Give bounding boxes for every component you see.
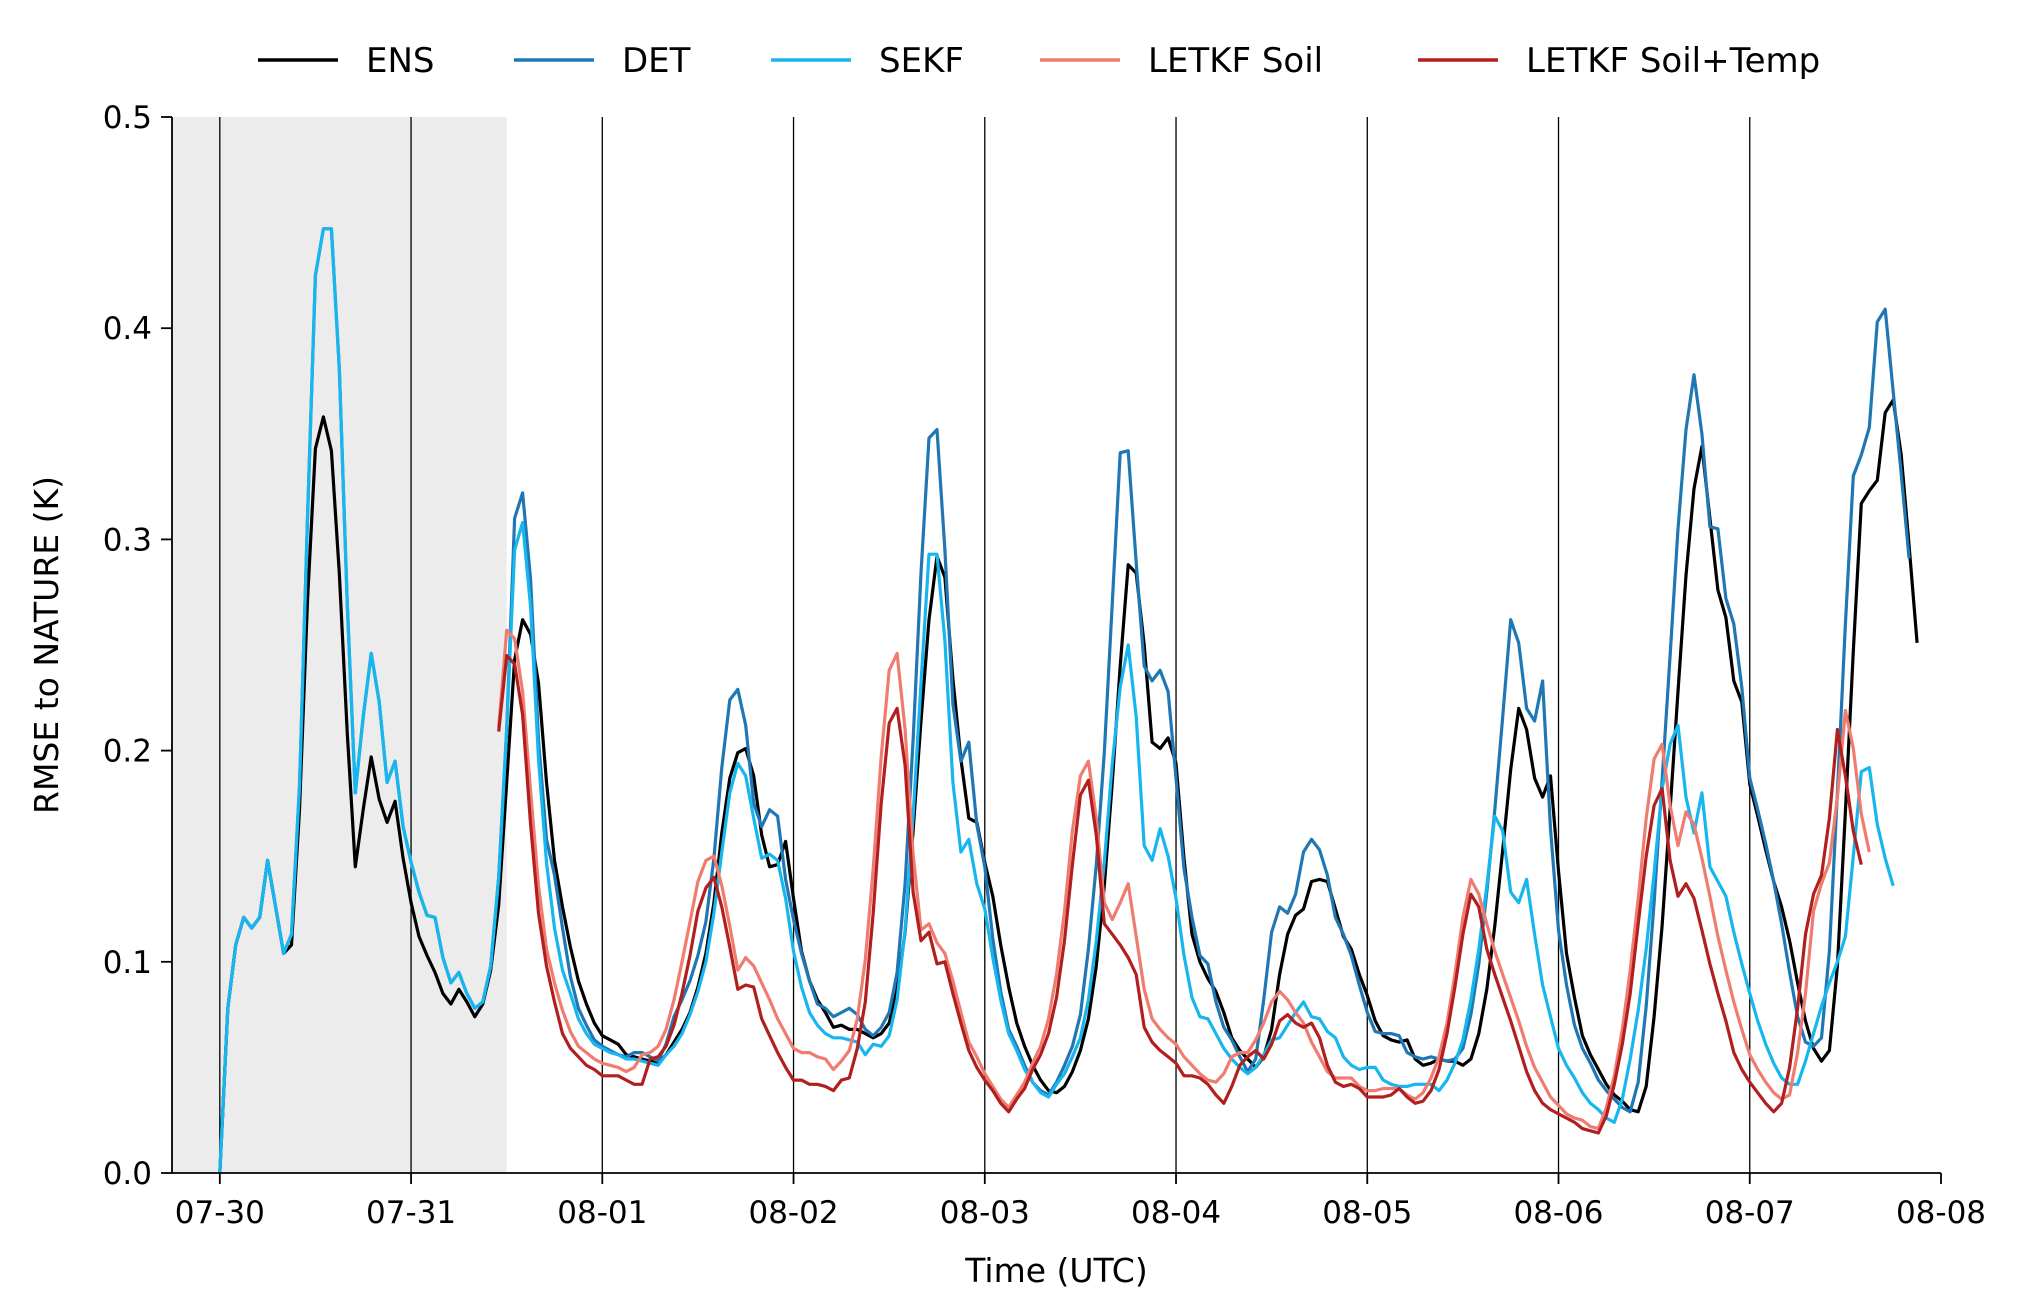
day-boundary-lines [219,117,1751,1173]
x-axis-title: Time (UTC) [964,1251,1147,1290]
series-line-letkf-soil [497,628,1871,1131]
legend-label-ens: ENS [366,41,435,81]
spinup-shade-layer [172,117,507,1173]
x-ticks: 07-30 07-31 08-01 08-02 08-03 08-04 08-05 08-06… [175,1173,1986,1231]
legend-label-sekf: SEKF [879,41,964,81]
y-tick-label-0.4: 0.4 [103,311,152,347]
series-line-letkf-soil-temp [497,653,1863,1135]
y-tick-label-0.2: 0.2 [103,734,152,770]
x-tick-label-07-31: 07-31 [366,1195,456,1231]
x-tick-label-08-01: 08-01 [557,1195,647,1231]
x-tick-label-08-07: 08-07 [1705,1195,1795,1231]
y-axis-title: RMSE to NATURE (K) [27,476,66,814]
y-tick-label-0.1: 0.1 [103,945,152,981]
x-tick-label-08-06: 08-06 [1513,1195,1603,1231]
legend-label-letkf-soil: LETKF Soil [1148,41,1323,81]
y-tick-label-0.3: 0.3 [103,522,152,558]
series-line-ens [218,398,1919,1174]
x-tick-label-08-05: 08-05 [1322,1195,1412,1231]
x-tick-label-08-03: 08-03 [940,1195,1030,1231]
legend-label-letkf-soil-temp: LETKF Soil+Temp [1526,41,1820,81]
y-tick-label-0.5: 0.5 [103,100,152,136]
legend-label-det: DET [622,41,691,81]
x-tick-label-08-08: 08-08 [1896,1195,1986,1231]
series-lines [218,227,1919,1174]
spinup-shade-region [172,117,507,1173]
axes [171,117,1941,1174]
y-tick-label-0.0: 0.0 [103,1156,152,1192]
x-tick-label-07-30: 07-30 [175,1195,265,1231]
x-tick-label-08-02: 08-02 [748,1195,838,1231]
x-tick-label-08-04: 08-04 [1131,1195,1221,1231]
series-line-sekf [218,227,1895,1174]
legend: ENS DET SEKF LETKF Soil LETKF Soil+Temp [258,41,1820,81]
y-ticks: 0.0 0.1 0.2 0.3 0.4 0.5 [103,100,172,1192]
